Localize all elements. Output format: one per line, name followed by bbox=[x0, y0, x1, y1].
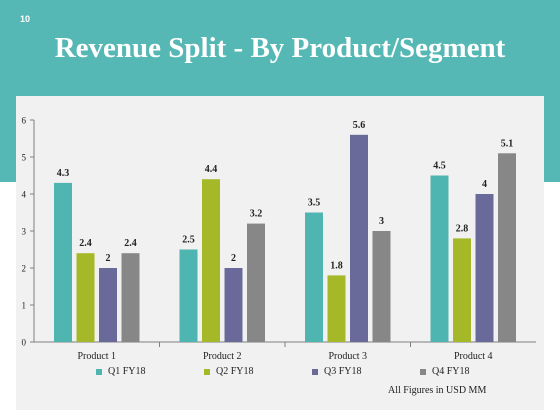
data-label: 2 bbox=[231, 253, 236, 264]
x-category-label: Product 2 bbox=[203, 351, 242, 362]
footnote: All Figures in USD MM bbox=[388, 385, 487, 396]
slide-number: 10 bbox=[20, 14, 31, 24]
bar-1-3 bbox=[305, 212, 323, 342]
y-tick-label: 2 bbox=[22, 264, 27, 274]
legend-item: Q3 FY18 bbox=[312, 366, 362, 377]
bar-4-2 bbox=[247, 223, 265, 342]
x-category-label: Product 1 bbox=[77, 351, 116, 362]
bar-1-4 bbox=[430, 175, 449, 342]
legend-swatch bbox=[312, 368, 318, 375]
data-label: 4 bbox=[482, 179, 487, 190]
bar-2-1 bbox=[76, 253, 95, 342]
chart-legend: Q1 FY18 Q2 FY18 Q3 FY18 Q4 FY18 bbox=[16, 366, 544, 382]
slide-title: Revenue Split - By Product/Segment bbox=[54, 32, 506, 64]
data-label: 3 bbox=[379, 216, 384, 227]
data-label: 3.5 bbox=[308, 198, 321, 209]
data-label: 2.5 bbox=[182, 235, 195, 246]
data-label: 1.8 bbox=[330, 260, 343, 271]
bar-1-2 bbox=[179, 249, 198, 342]
legend-swatch bbox=[96, 368, 102, 375]
legend-item: Q4 FY18 bbox=[420, 366, 470, 377]
legend-label: Q4 FY18 bbox=[432, 366, 470, 377]
data-label: 4.4 bbox=[205, 164, 218, 175]
bar-3-3 bbox=[350, 134, 368, 342]
data-label: 3.2 bbox=[250, 209, 263, 220]
x-category-label: Product 4 bbox=[454, 351, 493, 362]
bar-2-3 bbox=[327, 275, 346, 342]
bar-3-1 bbox=[99, 268, 117, 342]
data-label: 2.8 bbox=[456, 223, 469, 234]
data-label: 2.4 bbox=[79, 238, 92, 249]
y-tick-label: 6 bbox=[22, 116, 27, 126]
legend-label: Q3 FY18 bbox=[324, 366, 362, 377]
chart-panel: 0 1 2 3 4 5 6 Product 1 4.3 2.4 2 2.4 Product 2 2.5 4.… bbox=[16, 96, 544, 410]
bar-4-4 bbox=[498, 153, 516, 342]
legend-label: Q1 FY18 bbox=[108, 366, 146, 377]
legend-swatch bbox=[420, 368, 426, 375]
bar-3-4 bbox=[475, 194, 494, 342]
bar-2-2 bbox=[202, 179, 220, 342]
revenue-bar-chart: 0 1 2 3 4 5 6 Product 1 4.3 2.4 2 2.4 Product 2 2.5 4.… bbox=[22, 116, 536, 362]
x-category-label: Product 3 bbox=[328, 351, 367, 362]
data-label: 4.3 bbox=[57, 168, 70, 179]
legend-label: Q2 FY18 bbox=[216, 366, 254, 377]
data-label: 2 bbox=[106, 253, 111, 264]
bar-3-2 bbox=[224, 268, 243, 342]
data-label: 5.6 bbox=[353, 120, 366, 131]
legend-item: Q2 FY18 bbox=[204, 366, 254, 377]
y-tick-label: 0 bbox=[22, 338, 27, 348]
y-tick-label: 3 bbox=[22, 227, 27, 237]
data-label: 5.1 bbox=[501, 138, 514, 149]
bar-4-1 bbox=[121, 253, 140, 342]
y-tick-label: 1 bbox=[22, 301, 27, 311]
y-tick-label: 4 bbox=[22, 190, 27, 200]
data-label: 4.5 bbox=[433, 161, 446, 172]
legend-item: Q1 FY18 bbox=[96, 366, 146, 377]
y-tick-label: 5 bbox=[22, 153, 27, 163]
data-label: 2.4 bbox=[124, 238, 137, 249]
legend-swatch bbox=[204, 368, 210, 375]
bar-1-1 bbox=[54, 182, 72, 342]
bar-4-3 bbox=[372, 231, 391, 342]
bar-2-4 bbox=[453, 238, 471, 342]
